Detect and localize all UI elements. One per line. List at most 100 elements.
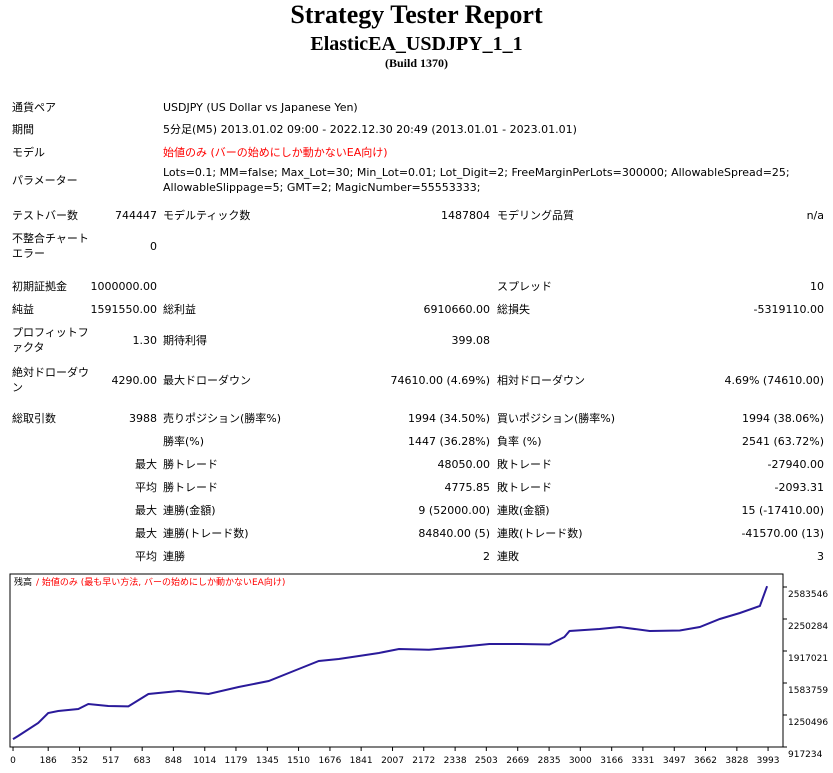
stat-value: 平均 xyxy=(135,549,157,563)
x-tick-label: 2172 xyxy=(412,756,435,766)
x-tick-label: 683 xyxy=(134,756,151,766)
stat-value: 1000000.00 xyxy=(90,279,157,293)
stat-label: 敗トレード xyxy=(497,457,552,471)
legend-name: 残高 xyxy=(14,576,32,588)
x-tick-label: 3331 xyxy=(631,756,654,766)
x-tick-label: 2669 xyxy=(506,756,529,766)
stat-value: 最大 xyxy=(135,503,157,517)
x-tick-label: 1345 xyxy=(256,756,279,766)
stat-label: 総損失 xyxy=(497,302,530,316)
stat-value: 2541 (63.72%) xyxy=(741,434,824,448)
stat-label: 総利益 xyxy=(163,302,196,316)
stat-label: 買いポジション(勝率%) xyxy=(497,411,616,425)
stat-label: 負率 (%) xyxy=(497,434,542,448)
stat-label: 絶対ドローダウン xyxy=(12,366,89,394)
stat-value: -27940.00 xyxy=(767,457,824,471)
stat-value: 1.30 xyxy=(132,333,158,347)
stat-label: 敗トレード xyxy=(497,480,552,494)
stat-value: 74610.00 (4.69%) xyxy=(390,373,490,387)
y-tick-label: 1250496 xyxy=(788,718,828,728)
info-value: 始値のみ (バーの始めにしか動かないEA向け) xyxy=(163,145,388,159)
stat-value: 1591550.00 xyxy=(90,302,157,316)
stat-value: 4775.85 xyxy=(444,480,491,494)
stat-value: 3988 xyxy=(129,411,157,425)
stat-label: モデルティック数 xyxy=(163,208,251,222)
stat-label: 初期証拠金 xyxy=(12,279,67,293)
x-tick-label: 1014 xyxy=(193,756,216,766)
stat-value: -2093.31 xyxy=(774,480,824,494)
info-label: 期間 xyxy=(12,122,34,136)
equity-line xyxy=(12,585,769,740)
stat-value: 48050.00 xyxy=(437,457,491,471)
stat-label: 連勝(トレード数) xyxy=(163,526,249,540)
stat-label: 連敗(トレード数) xyxy=(497,526,583,540)
x-tick-label: 3000 xyxy=(569,756,592,766)
stat-label: 期待利得 xyxy=(163,333,207,347)
info-value: USDJPY (US Dollar vs Japanese Yen) xyxy=(163,100,358,114)
stat-label: 勝率(%) xyxy=(163,434,205,448)
stat-label: 不整合チャートエラー xyxy=(12,232,89,260)
stat-value: 1994 (38.06%) xyxy=(741,411,824,425)
stat-value: n/a xyxy=(806,208,824,222)
x-tick-label: 3166 xyxy=(600,756,623,766)
x-tick-label: 2503 xyxy=(475,756,498,766)
stat-value: 744447 xyxy=(115,208,157,222)
info-value: Lots=0.1; MM=false; Max_Lot=30; Min_Lot=… xyxy=(163,166,790,194)
legend-note: / 始値のみ (最も早い方法, バーの始めにしか動かないEA向け) xyxy=(36,576,285,588)
stat-label: 勝トレード xyxy=(163,480,218,494)
x-tick-label: 3828 xyxy=(725,756,748,766)
x-tick-label: 1510 xyxy=(287,756,310,766)
stat-value: -5319110.00 xyxy=(753,302,824,316)
stat-value: 15 (-17410.00) xyxy=(741,503,824,517)
y-tick-label: 2583546 xyxy=(788,590,828,600)
stat-value: 最大 xyxy=(135,526,157,540)
stat-value: 6910660.00 xyxy=(423,302,490,316)
stat-label: 売りポジション(勝率%) xyxy=(163,411,282,425)
stat-label: 連勝 xyxy=(163,549,185,563)
stat-label: スプレッド xyxy=(497,279,552,293)
info-label: モデル xyxy=(12,145,45,159)
stat-value: 399.08 xyxy=(451,333,491,347)
stat-value: -41570.00 (13) xyxy=(741,526,824,540)
stat-value: 2 xyxy=(483,549,490,563)
x-tick-label: 517 xyxy=(102,756,119,766)
stat-value: 4.69% (74610.00) xyxy=(724,373,824,387)
report-subtitle: ElasticEA_USDJPY_1_1 xyxy=(310,33,523,55)
stat-label: テストバー数 xyxy=(12,208,78,222)
stat-value: 84840.00 (5) xyxy=(418,526,490,540)
x-tick-label: 2007 xyxy=(381,756,404,766)
stat-value: 1487804 xyxy=(441,208,490,222)
x-tick-label: 1676 xyxy=(318,756,341,766)
stat-value: 0 xyxy=(150,239,157,253)
stat-label: 連敗 xyxy=(497,549,519,563)
stat-value: 4290.00 xyxy=(111,373,158,387)
stat-value: 9 (52000.00) xyxy=(418,503,490,517)
x-tick-label: 0 xyxy=(10,756,16,766)
report-title: Strategy Tester Report xyxy=(290,0,543,29)
stat-value: 1994 (34.50%) xyxy=(407,411,490,425)
y-tick-label: 1917021 xyxy=(788,654,828,664)
x-tick-label: 186 xyxy=(40,756,57,766)
stat-label: 勝トレード xyxy=(163,457,218,471)
y-tick-label: 917234 xyxy=(788,750,823,760)
plot-frame xyxy=(9,573,784,748)
stat-label: 最大ドローダウン xyxy=(163,373,251,387)
x-tick-label: 2338 xyxy=(444,756,467,766)
stat-value: 1447 (36.28%) xyxy=(407,434,490,448)
stat-label: 連勝(金額) xyxy=(163,503,216,517)
stat-label: 純益 xyxy=(12,302,34,316)
x-tick-label: 3497 xyxy=(663,756,686,766)
x-tick-label: 848 xyxy=(165,756,182,766)
stat-label: モデリング品質 xyxy=(497,208,574,222)
info-value: 5分足(M5) 2013.01.02 09:00 - 2022.12.30 20… xyxy=(163,122,577,136)
build-label: (Build 1370) xyxy=(384,56,448,70)
x-tick-label: 3993 xyxy=(757,756,780,766)
stat-label: 相対ドローダウン xyxy=(497,373,585,387)
stat-label: 連敗(金額) xyxy=(497,503,550,517)
stat-label: 総取引数 xyxy=(12,411,56,425)
info-label: パラメーター xyxy=(12,173,78,187)
x-tick-label: 3662 xyxy=(694,756,717,766)
x-tick-label: 2835 xyxy=(538,756,561,766)
